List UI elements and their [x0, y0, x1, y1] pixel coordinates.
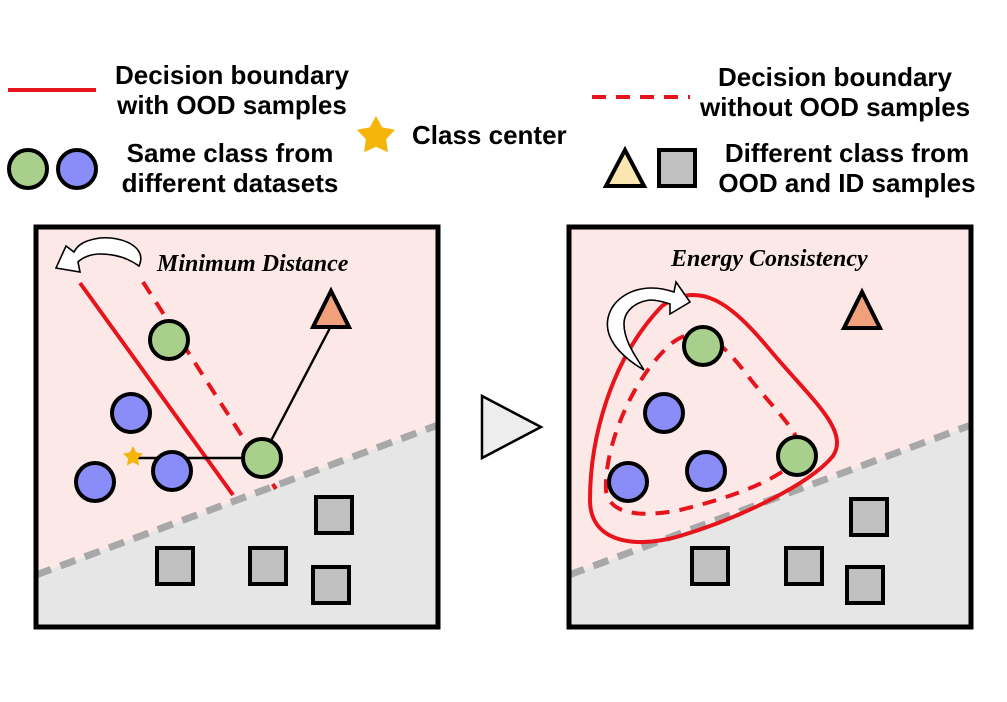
left-separator-dashed-line [36, 421, 438, 579]
left-panel-frame [33, 224, 441, 630]
legend-same-class-line1: Same class from [126, 138, 334, 168]
left-square-3 [248, 546, 288, 586]
left-square-1 [314, 495, 354, 535]
legend-square-icon [657, 148, 697, 188]
right-square-4 [845, 565, 885, 605]
right-solid-boundary [587, 292, 839, 544]
right-panel-frame [566, 224, 974, 630]
legend-blue-circle-icon [56, 148, 98, 190]
legend-dashed-boundary-label: Decision boundary without OOD samples [700, 62, 970, 122]
left-square-2 [155, 546, 195, 586]
legend-triangle-icon [602, 145, 648, 188]
legend-class-center-label: Class center [412, 120, 567, 150]
left-blue-circle-1 [110, 392, 152, 434]
legend-star-icon [356, 116, 395, 153]
left-solid-boundary [78, 281, 235, 497]
legend-solid-boundary-label: Decision boundary with OOD samples [107, 60, 357, 120]
right-blue-circle-2 [607, 461, 649, 503]
left-blue-circle-2 [74, 461, 116, 503]
legend-solid-boundary-line2: with OOD samples [117, 90, 347, 120]
legend-different-class-line1: Different class from [724, 138, 970, 168]
left-square-4 [311, 565, 351, 605]
right-blue-circle-1 [643, 392, 685, 434]
left-class-center-star-icon [123, 446, 143, 466]
legend-different-class-line2: OOD and ID samples [718, 168, 976, 198]
left-distance-line-triangle [260, 325, 333, 459]
legend-same-class-line2: different datasets [121, 168, 339, 198]
right-blue-circle-3 [685, 450, 727, 492]
right-panel [569, 227, 971, 627]
legend-dashed-boundary-line1: Decision boundary [717, 62, 953, 92]
left-curved-arrow-icon [54, 237, 142, 273]
legend-green-circle-icon [7, 148, 49, 190]
legend-solid-boundary-line1: Decision boundary [114, 60, 350, 90]
right-green-circle-top [682, 325, 724, 367]
left-green-circle-bottom [241, 437, 283, 479]
right-square-2 [690, 546, 730, 586]
right-curved-arrow-icon [606, 280, 692, 371]
left-green-circle-top [148, 319, 190, 361]
right-triangle [840, 287, 884, 330]
center-transition-arrow-icon [480, 393, 544, 461]
legend-same-class-label: Same class from different datasets [110, 138, 350, 198]
right-green-circle-right [776, 435, 818, 477]
right-square-3 [784, 546, 824, 586]
legend-different-class-label: Different class from OOD and ID samples [712, 138, 982, 198]
left-panel-annotation: Minimum Distance [157, 251, 349, 277]
right-panel-annotation: Energy Consistency [671, 246, 868, 272]
left-blue-circle-3 [151, 450, 193, 492]
legend-dashed-boundary-line2: without OOD samples [700, 92, 971, 122]
left-triangle [309, 286, 353, 329]
right-square-1 [849, 497, 889, 537]
